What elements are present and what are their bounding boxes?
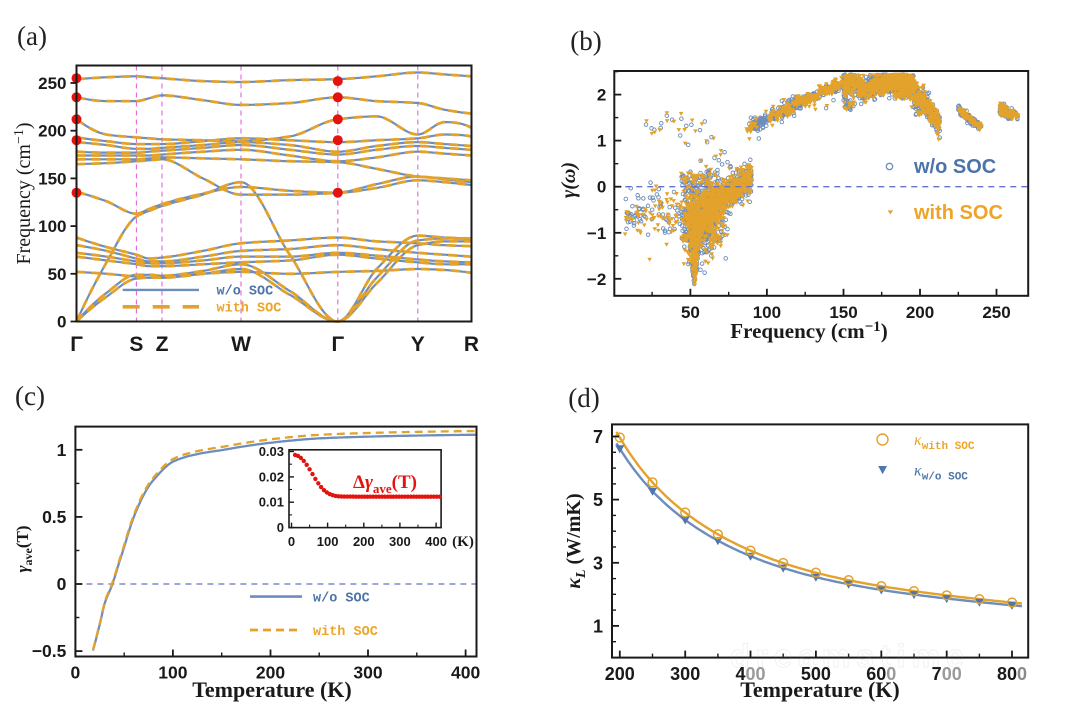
svg-text:0.5: 0.5 (42, 507, 67, 527)
svg-text:100: 100 (317, 534, 339, 549)
svg-text:300: 300 (389, 534, 411, 549)
svg-text:S: S (129, 333, 143, 356)
svg-text:Temperature (K): Temperature (K) (740, 677, 899, 702)
svg-text:400: 400 (735, 664, 765, 684)
svg-text:with SOC: with SOC (313, 625, 378, 640)
svg-text:γave(T): γave(T) (13, 525, 35, 572)
svg-text:Y: Y (411, 333, 425, 356)
svg-text:50: 50 (48, 265, 67, 284)
svg-text:γ(ω): γ(ω) (558, 162, 580, 198)
svg-text:(b): (b) (570, 26, 601, 56)
svg-text:1: 1 (593, 616, 603, 636)
svg-text:3: 3 (593, 553, 603, 573)
svg-text:250: 250 (38, 74, 66, 93)
svg-text:−0.5: −0.5 (32, 641, 67, 661)
svg-text:0: 0 (277, 520, 284, 535)
svg-text:200: 200 (38, 122, 66, 141)
svg-text:R: R (464, 333, 479, 356)
svg-text:300: 300 (670, 664, 700, 684)
svg-text:Temperature (K): Temperature (K) (192, 677, 351, 702)
svg-text:7: 7 (593, 427, 603, 447)
svg-text:400: 400 (451, 663, 480, 683)
svg-text:200: 200 (353, 534, 375, 549)
svg-text:400: 400 (425, 534, 447, 549)
svg-text:κw/o SOC: κw/o SOC (914, 463, 968, 484)
svg-text:0: 0 (57, 574, 67, 594)
svg-text:0.03: 0.03 (259, 444, 284, 459)
svg-text:Frequency (cm−1): Frequency (cm−1) (12, 122, 35, 264)
svg-text:200: 200 (906, 303, 934, 322)
svg-text:w/o SOC: w/o SOC (217, 285, 274, 300)
svg-text:5: 5 (593, 490, 603, 510)
svg-text:Γ: Γ (70, 333, 83, 356)
svg-text:Δγave(T): Δγave(T) (353, 472, 417, 496)
svg-text:w/o SOC: w/o SOC (313, 592, 370, 607)
svg-text:800: 800 (997, 664, 1027, 684)
svg-text:−2: −2 (587, 270, 606, 289)
svg-text:0: 0 (71, 663, 81, 683)
svg-text:600: 600 (866, 664, 896, 684)
svg-text:0.02: 0.02 (259, 469, 284, 484)
svg-text:300: 300 (353, 663, 382, 683)
svg-text:50: 50 (681, 303, 700, 322)
svg-text:200: 200 (605, 664, 635, 684)
svg-text:700: 700 (932, 664, 962, 684)
svg-text:0: 0 (57, 313, 66, 332)
svg-text:κL (W/mK): κL (W/mK) (563, 493, 589, 588)
svg-text:100: 100 (38, 217, 66, 236)
svg-text:1: 1 (57, 440, 67, 460)
svg-text:200: 200 (256, 663, 285, 683)
svg-text:−1: −1 (587, 224, 606, 243)
svg-text:dreamstime: dreamstime (730, 638, 970, 674)
svg-text:(c): (c) (15, 381, 45, 411)
svg-text:500: 500 (801, 664, 831, 684)
svg-text:150: 150 (829, 303, 857, 322)
svg-text:w/o SOC: w/o SOC (913, 156, 996, 178)
svg-text:Frequency (cm−1): Frequency (cm−1) (730, 319, 887, 343)
svg-text:0: 0 (597, 178, 606, 197)
svg-text:2: 2 (597, 86, 606, 105)
svg-text:100: 100 (753, 303, 781, 322)
svg-text:(a): (a) (17, 21, 47, 51)
svg-text:with SOC: with SOC (913, 202, 1003, 224)
svg-text:0.01: 0.01 (259, 495, 284, 510)
svg-text:κwith SOC: κwith SOC (914, 432, 975, 453)
svg-text:Z: Z (156, 333, 169, 356)
svg-text:0: 0 (288, 534, 295, 549)
svg-text:1: 1 (597, 132, 606, 151)
svg-text:150: 150 (38, 169, 66, 188)
svg-text:W: W (231, 333, 251, 356)
svg-text:Γ: Γ (331, 333, 344, 356)
svg-text:250: 250 (982, 303, 1010, 322)
svg-text:(d): (d) (568, 383, 599, 413)
svg-text:(K): (K) (452, 534, 474, 550)
svg-text:100: 100 (158, 663, 187, 683)
svg-text:with SOC: with SOC (217, 302, 282, 317)
